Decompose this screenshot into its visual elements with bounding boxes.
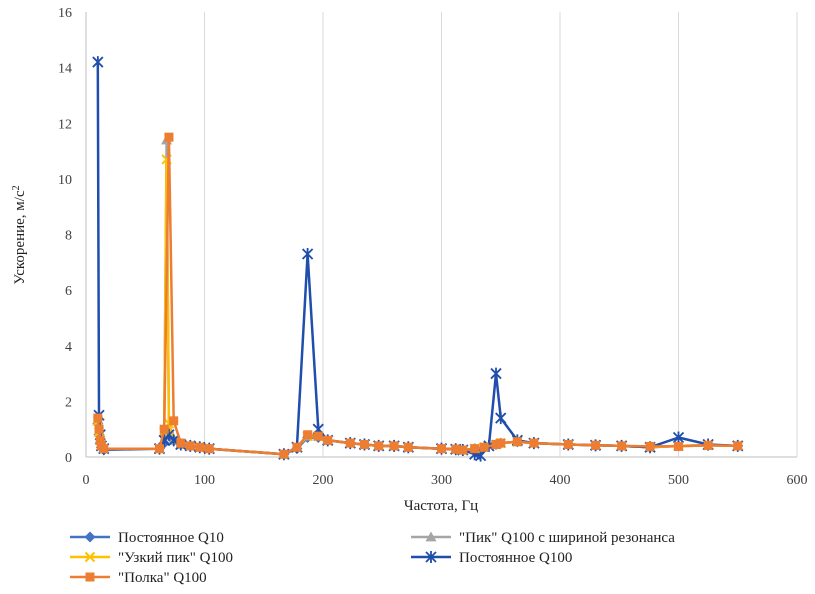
series-5	[93, 132, 743, 459]
y-tick-label: 6	[65, 284, 72, 299]
data-point	[94, 424, 104, 434]
y-axis-title-main: Ускорение, м/с	[12, 190, 28, 285]
data-point	[672, 431, 685, 444]
data-point	[345, 438, 355, 448]
data-point	[451, 444, 461, 454]
x-tick-label: 200	[313, 473, 334, 488]
data-point	[617, 441, 627, 451]
data-point	[437, 444, 446, 454]
y-tick-label: 10	[58, 173, 72, 188]
data-point	[479, 442, 489, 452]
data-point	[374, 441, 384, 451]
y-tick-label: 0	[65, 451, 72, 466]
legend-marker	[425, 531, 437, 542]
data-point	[470, 444, 480, 454]
data-point	[313, 431, 323, 441]
y-tick-label: 8	[65, 229, 72, 244]
legend-marker	[425, 551, 437, 563]
y-tick-label: 2	[65, 395, 72, 410]
x-tick-label: 300	[431, 473, 452, 488]
data-point	[591, 440, 601, 450]
data-point	[185, 441, 195, 451]
data-point	[323, 435, 333, 445]
data-point	[195, 442, 205, 452]
data-point	[490, 367, 502, 380]
y-tick-label: 12	[58, 117, 72, 132]
data-point	[359, 439, 369, 449]
legend-item: Постоянное Q100	[411, 550, 572, 566]
legend-label: "Узкий пик" Q100	[118, 550, 233, 566]
data-point	[495, 412, 507, 425]
axes	[85, 12, 797, 458]
data-point	[301, 247, 314, 260]
legend-marker	[84, 531, 96, 543]
x-axis-title: Частота, Гц	[404, 498, 478, 514]
data-point	[204, 444, 214, 454]
legend: Постоянное Q10 "Узкий пик" Q100 "Полка" Q1…	[70, 530, 675, 586]
data-point	[389, 441, 399, 451]
x-tick-label: 100	[194, 473, 215, 488]
data-point	[279, 449, 289, 459]
y-tick-label: 16	[58, 6, 72, 21]
legend-item: "Узкий пик" Q100	[70, 550, 233, 566]
data-point	[154, 444, 164, 454]
data-point	[733, 441, 743, 451]
x-tick-label: 0	[83, 473, 90, 488]
data-point	[164, 132, 174, 142]
x-tick-label: 600	[787, 473, 808, 488]
x-tick-label: 400	[550, 473, 571, 488]
legend-label: Постоянное Q10	[118, 530, 224, 546]
data-point	[99, 444, 109, 454]
gridlines	[204, 12, 798, 457]
data-point	[491, 439, 501, 449]
data-point	[703, 440, 713, 450]
tick-labels: 0 100 200 300 400 500 600 0 2 4 6 8 10 12 14 16	[58, 6, 808, 488]
y-tick-label: 4	[65, 340, 72, 355]
data-point	[645, 441, 655, 451]
data-point	[176, 438, 186, 448]
data-point	[529, 438, 539, 448]
legend-item: "Пик" Q100 с шириной резонанса	[411, 530, 675, 546]
plot-area	[92, 56, 744, 462]
legend-label: "Пик" Q100 с шириной резонанса	[459, 530, 675, 546]
legend-item: "Полка" Q100	[70, 570, 207, 586]
data-point	[159, 424, 169, 434]
legend-item: Постоянное Q10	[70, 530, 224, 546]
data-point	[674, 441, 683, 451]
legend-label: "Полка" Q100	[118, 570, 207, 586]
data-point	[496, 438, 506, 448]
y-axis-title-superscript: 2	[11, 185, 22, 190]
y-axis-title: Ускорение, м/с2	[11, 185, 29, 284]
data-point	[92, 56, 104, 69]
legend-marker	[85, 572, 95, 582]
x-tick-label: 500	[668, 473, 689, 488]
data-point	[458, 445, 468, 455]
data-point	[93, 413, 103, 423]
data-point	[303, 430, 313, 440]
data-point	[169, 416, 179, 426]
legend-marker	[84, 551, 96, 563]
data-point	[95, 435, 105, 445]
y-tick-label: 14	[58, 62, 72, 77]
legend-label: Постоянное Q100	[459, 550, 572, 566]
data-point	[512, 437, 522, 447]
data-point	[563, 439, 573, 449]
data-point	[292, 442, 302, 452]
data-point	[403, 442, 413, 452]
